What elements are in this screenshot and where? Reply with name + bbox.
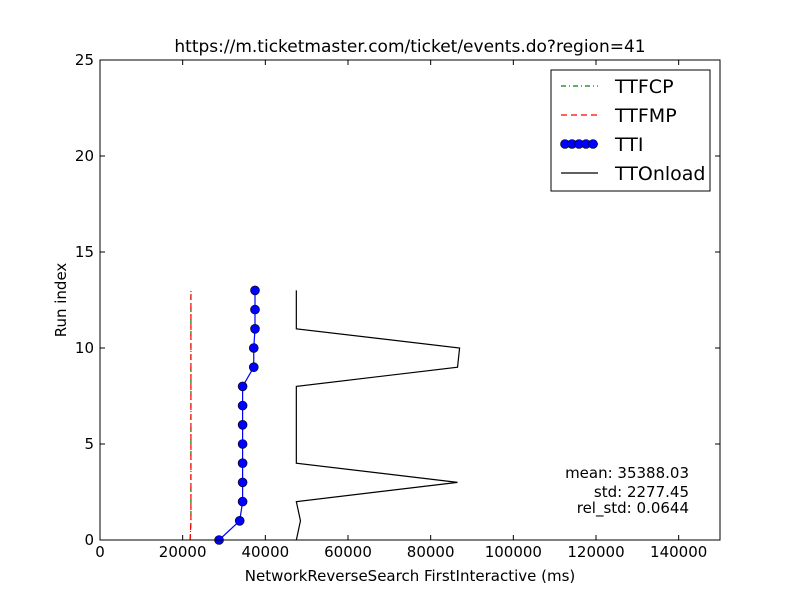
x-tick-label: 80000 bbox=[407, 543, 455, 561]
stats-std: std: 2277.45 bbox=[594, 483, 689, 501]
y-axis-label: Run index bbox=[52, 263, 70, 338]
y-tick-label: 15 bbox=[75, 243, 94, 261]
plot-frame bbox=[99, 59, 721, 541]
series-point-tti bbox=[237, 400, 248, 411]
y-tick-label: 20 bbox=[75, 147, 94, 165]
legend-label-ttfmp: TTFMP bbox=[614, 105, 677, 127]
legend-label-ttonload: TTOnload bbox=[614, 163, 705, 185]
series-point-tti bbox=[237, 496, 248, 507]
stats-rel-std: rel_std: 0.0644 bbox=[577, 499, 689, 518]
series-point-tti bbox=[237, 477, 248, 488]
series-point-tti bbox=[248, 343, 259, 353]
legend-items: TTFCP TTFMP TTI TTOnload bbox=[560, 76, 705, 185]
x-tick-label: 100000 bbox=[485, 543, 542, 561]
axis-ticks bbox=[99, 59, 720, 541]
x-tick-label: 40000 bbox=[241, 543, 289, 561]
axis-tick-labels: 0 20000 40000 60000 80000 100000 120000 140000 0… bbox=[75, 51, 707, 561]
series-line-tti bbox=[218, 290, 256, 541]
series-point-tti bbox=[237, 381, 248, 392]
legend: TTFCP TTFMP TTI TTOnload bbox=[550, 69, 711, 192]
chart-title: https://m.ticketmaster.com/ticket/events… bbox=[174, 37, 645, 57]
legend-marker bbox=[588, 139, 598, 149]
series-point-tti bbox=[250, 323, 260, 334]
y-tick-label: 5 bbox=[84, 435, 94, 453]
stats-annotation: mean: 35388.03 std: 2277.45 rel_std: 0.0… bbox=[565, 464, 689, 518]
y-tick-label: 0 bbox=[84, 531, 94, 549]
series-point-tti bbox=[237, 419, 248, 430]
series-line-ttfmp bbox=[189, 290, 192, 541]
x-tick-label: 60000 bbox=[324, 543, 372, 561]
series-line-ttonload bbox=[295, 290, 461, 541]
x-tick-label: 0 bbox=[95, 543, 105, 561]
series-point-tti bbox=[237, 439, 248, 449]
legend-label-tti: TTI bbox=[614, 134, 643, 156]
x-tick-label: 120000 bbox=[567, 543, 624, 561]
series-point-tti bbox=[250, 304, 260, 315]
y-tick-label: 10 bbox=[75, 339, 94, 357]
legend-label-ttfcp: TTFCP bbox=[614, 76, 674, 98]
x-tick-label: 140000 bbox=[650, 543, 707, 561]
series-point-tti bbox=[237, 458, 248, 469]
series-point-tti bbox=[248, 362, 259, 373]
y-tick-label: 25 bbox=[75, 51, 94, 69]
plot-lines bbox=[189, 285, 461, 545]
x-tick-label: 20000 bbox=[159, 543, 207, 561]
stats-mean: mean: 35388.03 bbox=[565, 464, 689, 482]
series-point-tti bbox=[234, 515, 245, 526]
legend-box bbox=[550, 69, 711, 192]
x-axis-label: NetworkReverseSearch FirstInteractive (m… bbox=[245, 567, 576, 585]
series-point-tti bbox=[250, 285, 260, 296]
